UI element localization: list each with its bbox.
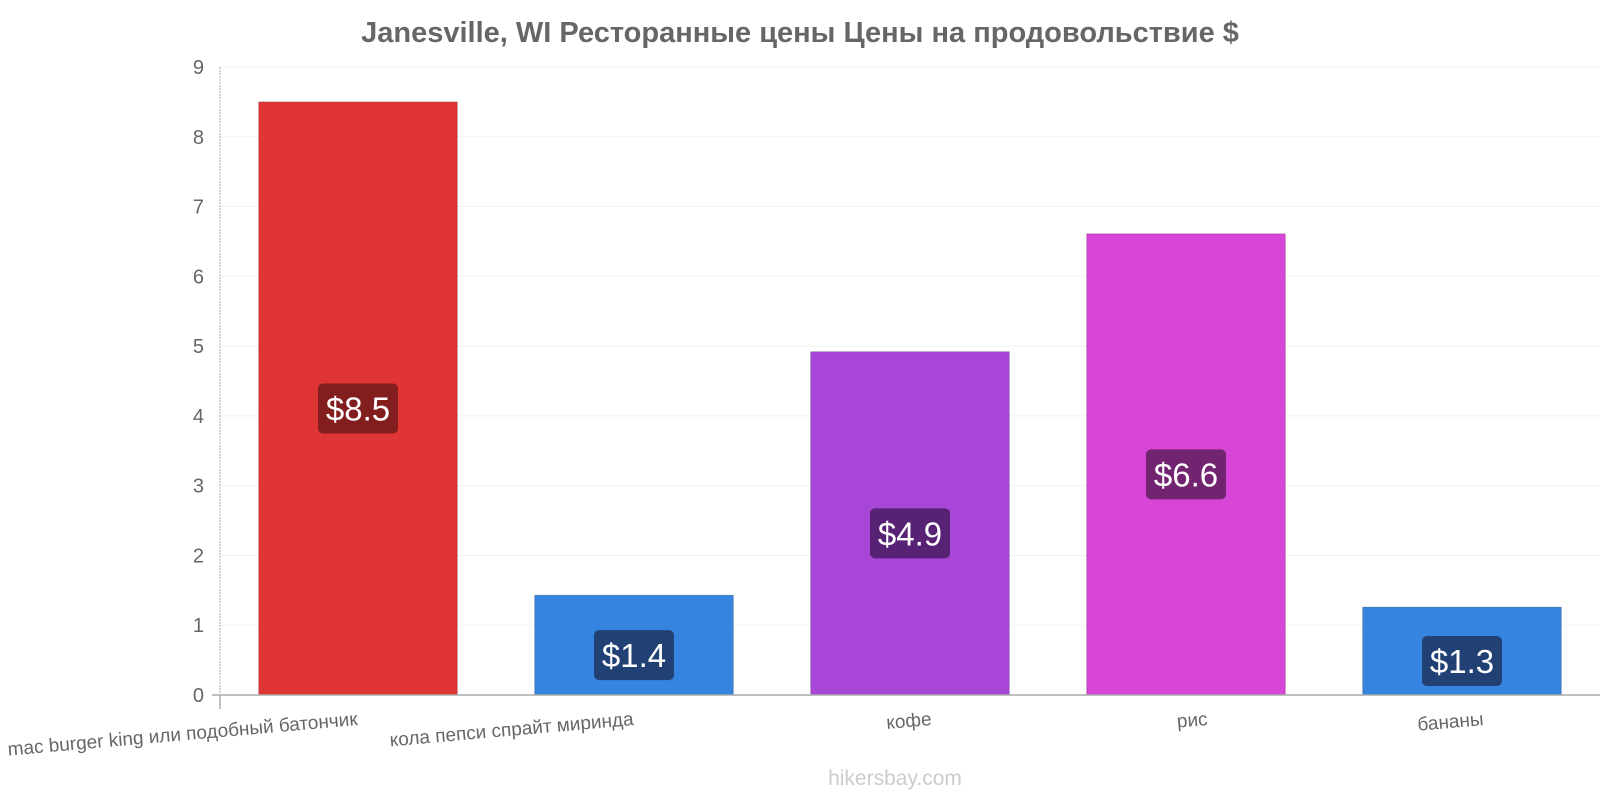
- y-tick-label: 3: [193, 476, 204, 498]
- value-label-bg: [318, 383, 398, 434]
- value-labels: $8.5 $1.4 $4.9 $6.6 $1.3: [318, 383, 1502, 687]
- value-label-bg: [1422, 636, 1502, 687]
- x-category-label: mac burger king или подобный батончик: [7, 709, 359, 761]
- y-tick-label: 5: [193, 336, 204, 358]
- value-label: $1.3: [1430, 643, 1494, 680]
- y-tick-label: 8: [193, 127, 204, 149]
- y-tick-label: 7: [193, 197, 204, 219]
- x-category-label: кола пепси спрайт миринда: [389, 709, 635, 751]
- y-tick-label: 4: [193, 406, 204, 428]
- chart-title: Janesville, WI Ресторанные цены Цены на …: [361, 17, 1239, 49]
- x-category-label: кофе: [885, 709, 932, 734]
- y-tick-label: 1: [193, 615, 204, 637]
- y-tick-label: 6: [193, 266, 204, 288]
- y-tick-label: 2: [193, 545, 204, 567]
- x-category-label: рис: [1176, 709, 1208, 733]
- bars: [258, 101, 1562, 696]
- bar: [258, 101, 458, 696]
- value-label: $4.9: [878, 515, 942, 552]
- value-label: $1.4: [602, 637, 666, 674]
- x-axis-categories: mac burger king или подобный батончик кол…: [7, 709, 1485, 761]
- y-tick-label: 0: [193, 685, 204, 707]
- value-label-bg: [1146, 449, 1226, 500]
- watermark: hikersbay.com: [828, 767, 962, 790]
- y-axis-ticks: 0 1 2 3 4 5 6 7 8 9: [193, 57, 204, 707]
- x-category-label: бананы: [1417, 709, 1485, 736]
- value-label: $6.6: [1154, 456, 1218, 493]
- axes: [212, 67, 1600, 709]
- y-tick-label: 9: [193, 57, 204, 79]
- value-label: $8.5: [326, 390, 390, 427]
- value-label-bg: [870, 508, 950, 559]
- value-label-bg: [594, 630, 674, 681]
